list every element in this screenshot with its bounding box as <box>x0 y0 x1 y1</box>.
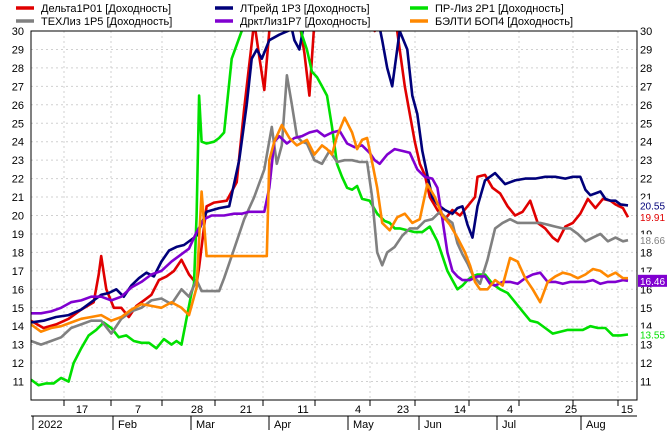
y-tick-label-right: 11 <box>640 377 651 389</box>
x-day-label: 25 <box>565 404 577 416</box>
x-day-label: 15 <box>621 404 633 416</box>
x-day-label: 28 <box>191 404 203 416</box>
y-tick-label-left: 27 <box>12 81 24 93</box>
y-tick-label-right: 25 <box>640 118 652 130</box>
last-value-tag <box>638 211 667 224</box>
y-tick-label-right: 15 <box>640 303 652 315</box>
legend-label: ДрктЛиз1Р7 [Доходность] <box>240 16 370 28</box>
y-tick-label-right: 29 <box>640 44 652 56</box>
x-month-label: Jul <box>502 419 516 431</box>
x-month-label: Mar <box>196 419 215 431</box>
y-tick-label-left: 11 <box>13 377 24 389</box>
x-month-label: Feb <box>118 419 137 431</box>
y-tick-label-right: 12 <box>640 358 652 370</box>
legend-label: ПР-Лиз 2Р1 [Доходность] <box>435 3 564 15</box>
y-tick-label-left: 13 <box>12 340 24 352</box>
last-value-tag <box>638 274 667 287</box>
y-tick-label-right: 27 <box>640 81 652 93</box>
y-tick-label-right: 28 <box>640 63 652 75</box>
x-day-label: 21 <box>240 404 252 416</box>
last-value-text: 18.66 <box>640 236 665 247</box>
legend-label: ТЕХЛиз 1Р5 [Доходность] <box>41 16 172 28</box>
y-tick-label-right: 13 <box>640 340 652 352</box>
y-tick-label-left: 16 <box>12 284 24 296</box>
last-value-text: 13.55 <box>640 331 665 342</box>
legend-label: ЛТрейд 1Р3 [Доходность] <box>240 3 370 15</box>
y-tick-label-right: 16 <box>640 284 652 296</box>
x-month-label: 2022 <box>38 419 62 431</box>
x-day-label: 4 <box>507 404 513 416</box>
y-tick-label-left: 12 <box>12 358 24 370</box>
x-month-label: Jun <box>424 419 442 431</box>
last-value-tag <box>638 199 667 212</box>
x-month-label: Aug <box>586 419 606 431</box>
y-tick-label-right: 26 <box>640 100 652 112</box>
y-tick-label-left: 24 <box>12 137 24 149</box>
y-tick-label-right: 18 <box>640 247 652 259</box>
x-day-label: 23 <box>397 404 409 416</box>
last-value-tag <box>638 328 667 341</box>
y-tick-label-left: 26 <box>12 100 24 112</box>
legend-label: Дельта1Р01 [Доходность] <box>41 3 171 15</box>
last-value-text: 20.55 <box>640 201 665 212</box>
y-tick-label-left: 17 <box>12 266 24 278</box>
series-line-4 <box>31 74 629 346</box>
y-tick-label-left: 18 <box>12 247 24 259</box>
axis-layer: 1111121213131414151516161717181819192020… <box>12 26 653 431</box>
x-day-label: 11 <box>297 404 308 416</box>
last-value-tag <box>638 234 667 247</box>
legend-label: БЭЛТИ БОП4 [Доходность] <box>435 16 573 28</box>
y-tick-label-right: 24 <box>640 137 652 149</box>
x-month-label: May <box>353 419 374 431</box>
last-value-text: 19.91 <box>640 213 665 224</box>
series-line-5 <box>31 129 629 315</box>
series-line-3 <box>31 31 629 387</box>
x-day-label: 7 <box>135 404 141 416</box>
x-day-label: 17 <box>76 404 88 416</box>
x-day-label: 4 <box>355 404 361 416</box>
y-tick-label-right: 23 <box>640 155 652 167</box>
y-tick-label-left: 28 <box>12 63 24 75</box>
series-layer <box>31 31 630 387</box>
legend: Дельта1Р01 [Доходность] ЛТрейд 1Р3 [Доход… <box>16 3 573 28</box>
y-tick-label-left: 25 <box>12 118 24 130</box>
y-tick-label-left: 19 <box>12 229 24 241</box>
y-tick-label-left: 29 <box>12 44 24 56</box>
y-tick-label-left: 14 <box>12 321 24 333</box>
last-value-text: 16.46 <box>640 277 665 288</box>
y-tick-label-left: 15 <box>12 303 24 315</box>
plot-frame <box>30 30 638 401</box>
y-tick-label-left: 30 <box>12 26 24 38</box>
y-tick-label-right: 30 <box>640 26 652 38</box>
series-line-6 <box>31 116 628 334</box>
y-tick-label-left: 23 <box>12 155 24 167</box>
y-tick-label-left: 21 <box>12 192 24 204</box>
x-day-label: 14 <box>454 404 466 416</box>
y-tick-label-left: 22 <box>12 174 24 186</box>
y-tick-label-left: 20 <box>12 211 24 223</box>
y-tick-label-right: 22 <box>640 174 652 186</box>
x-month-label: Apr <box>274 419 291 431</box>
